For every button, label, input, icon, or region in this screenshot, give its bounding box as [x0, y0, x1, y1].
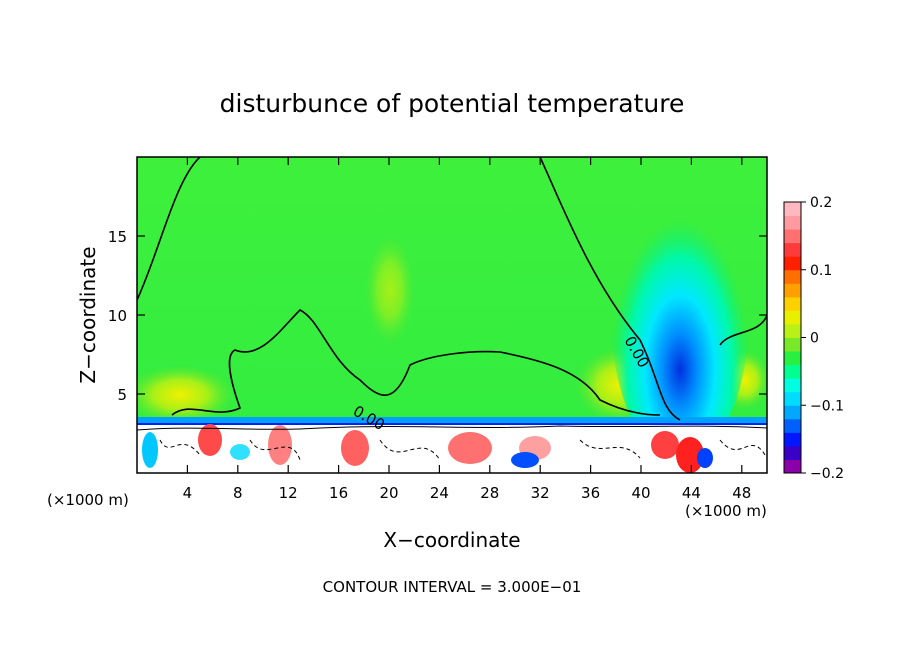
colorbar-tick-label: 0.2	[810, 195, 832, 211]
colorbar-swatch	[784, 405, 801, 420]
colorbar: 0.2 0.1 0 −0.1 −0.2	[783, 195, 844, 482]
contour-lines	[137, 157, 767, 461]
warm-anomaly	[365, 235, 415, 345]
y-tick-label: 15	[108, 228, 127, 246]
x-tick-label: 36	[581, 484, 600, 502]
colorbar-swatch	[784, 432, 801, 447]
colorbar-swatch	[784, 445, 801, 460]
x-tick-label: 16	[329, 484, 348, 502]
colorbar-swatch	[784, 256, 801, 271]
colorbar-swatch	[784, 378, 801, 393]
colorbar-swatch	[784, 418, 801, 433]
colorbar-swatch	[784, 351, 801, 366]
colorbar-swatch	[784, 296, 801, 311]
plot-area: 0.00 0.00	[137, 157, 767, 473]
x-tick-label: 24	[430, 484, 449, 502]
x-axis: 4 8 12 16 20 24 28 32 36 40 44 48	[183, 157, 751, 502]
colorbar-swatch	[784, 242, 801, 257]
x-tick-label: 20	[379, 484, 398, 502]
warm-cells	[198, 424, 704, 473]
colorbar-swatch	[784, 364, 801, 379]
cold-plume	[610, 160, 750, 460]
colorbar-swatch	[784, 323, 801, 338]
colorbar-swatch	[784, 202, 801, 217]
colorbar-swatch	[784, 229, 801, 244]
contour-interval: CONTOUR INTERVAL = 3.000E−01	[323, 578, 582, 596]
y-tick-label: 10	[108, 307, 127, 325]
colorbar-swatch	[784, 310, 801, 325]
colorbar-tick-label: −0.2	[810, 466, 844, 482]
y-axis-label: Z−coordinate	[76, 246, 100, 383]
colorbar-swatch	[784, 459, 801, 474]
colorbar-swatch	[784, 283, 801, 298]
x-unit-label: (×1000 m)	[47, 491, 129, 509]
x-tick-label: 32	[531, 484, 550, 502]
x-unit-label-right: (×1000 m)	[685, 502, 767, 520]
x-tick-label: 48	[732, 484, 751, 502]
colorbar-tick-label: 0.1	[810, 263, 832, 279]
x-tick-label: 8	[233, 484, 243, 502]
x-tick-label: 44	[682, 484, 701, 502]
y-axis: 5 10 15	[108, 228, 767, 404]
x-tick-label: 28	[480, 484, 499, 502]
cold-cells	[142, 432, 713, 468]
x-axis-label: X−coordinate	[383, 528, 520, 552]
colorbar-tick-label: 0	[810, 331, 819, 347]
colorbar-swatch	[784, 337, 801, 352]
y-tick-label: 5	[117, 386, 127, 404]
warm-anomaly	[137, 365, 235, 425]
colorbar-tick-label: −0.1	[810, 398, 844, 414]
chart-title: disturbunce of potential temperature	[220, 89, 685, 118]
x-tick-label: 4	[183, 484, 193, 502]
colorbar-swatch	[784, 269, 801, 284]
x-tick-label: 12	[279, 484, 298, 502]
colorbar-swatch	[784, 391, 801, 406]
colorbar-swatch	[784, 215, 801, 230]
x-tick-label: 40	[631, 484, 650, 502]
